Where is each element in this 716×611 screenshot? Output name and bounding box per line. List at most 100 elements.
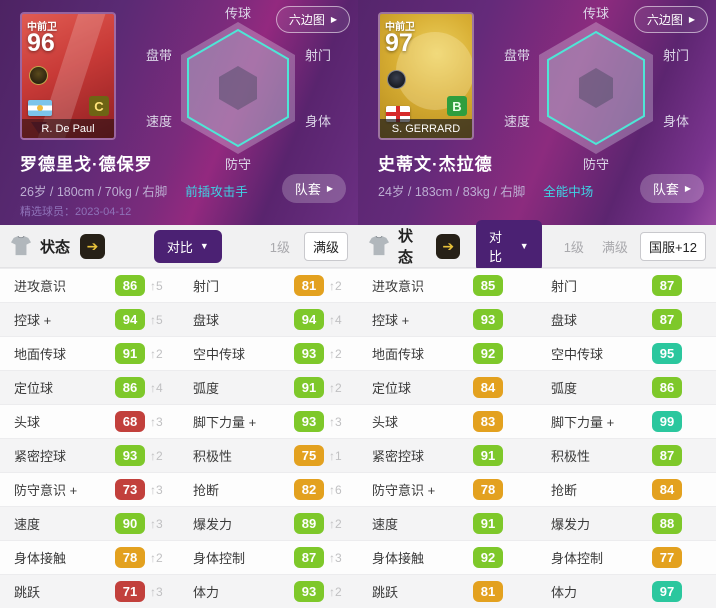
stat-value-badge: 88: [652, 513, 682, 534]
stat-delta: ↑1: [329, 448, 342, 463]
kit-button[interactable]: 队套 ▶: [639, 174, 704, 203]
stat-value-badge: 84: [652, 479, 682, 500]
stat-cell: 抢断 84: [537, 473, 716, 506]
stat-row: 身体接触 78 ↑2 身体控制 87 ↑3 身体接触 92 身体控制 77: [0, 540, 716, 574]
stat-value-badge: 84: [473, 377, 503, 398]
compare-button[interactable]: 对比 ▼: [476, 220, 542, 272]
compare-button[interactable]: 对比 ▼: [153, 229, 222, 263]
stat-cell: 防守意识 + 73 ↑3: [0, 473, 179, 506]
stat-value-badge: 82: [294, 479, 324, 500]
stat-label: 空中传球: [193, 347, 246, 362]
level-option-1级[interactable]: 1级: [269, 239, 290, 255]
stat-value-badge: 86: [652, 377, 682, 398]
stat-delta: ↑2: [150, 448, 163, 463]
hexmap-button-label: 六边图: [646, 13, 683, 27]
stat-cell: 进攻意识 85: [358, 269, 537, 302]
stat-delta: ↑3: [150, 482, 163, 497]
stat-cell: 空中传球 95: [537, 337, 716, 370]
go-arrow-button[interactable]: ➔: [436, 233, 461, 259]
player-card[interactable]: 中前卫 96 C R. De Paul: [20, 12, 116, 140]
stat-delta: ↑2: [329, 278, 342, 293]
stat-cell: 控球 + 94 ↑5: [0, 303, 179, 336]
radar-label: 射门: [663, 48, 689, 63]
stat-value-badge: 93: [294, 343, 324, 364]
stat-cell: 控球 + 93: [358, 303, 537, 336]
kit-button-label: 队套: [652, 182, 679, 197]
player-playstyle: 前插攻击手: [185, 185, 248, 199]
stat-value-badge: 78: [115, 547, 145, 568]
level-option-1级[interactable]: 1级: [563, 239, 584, 255]
stat-cell: 盘球 94 ↑4: [179, 303, 358, 336]
stat-delta: ↑5: [150, 278, 163, 293]
radar-label: 速度: [146, 114, 172, 129]
stat-value-badge: 93: [294, 581, 324, 602]
radar-label: 速度: [504, 114, 530, 129]
player-info-row: 24岁 / 183cm / 83kg / 右脚 全能中场: [378, 181, 593, 200]
kit-button[interactable]: 队套 ▶: [281, 174, 346, 203]
stat-delta: ↑2: [329, 516, 342, 531]
stat-value-badge: 92: [473, 547, 503, 568]
club-badge-icon: [387, 70, 406, 89]
status-bar: 状态 ➔ 对比 ▼ 1级 满级 状态 ➔ 对比 ▼ 1级 满级 国服+12: [0, 220, 716, 272]
stat-delta: ↑3: [329, 550, 342, 565]
stat-cell: 跳跃 81: [358, 575, 537, 608]
stat-label: 弧度: [551, 381, 578, 396]
player-card[interactable]: 中前卫 97 B S. GERRARD: [378, 12, 474, 140]
grade-badge: C: [89, 96, 109, 116]
stat-value-badge: 90: [115, 513, 145, 534]
stat-cell: 脚下力量 + 93 ↑3: [179, 405, 358, 438]
level-toggle-group: 1级 满级: [264, 231, 348, 261]
hexmap-button[interactable]: 六边图 ▶: [275, 6, 350, 33]
stat-cell: 定位球 84: [358, 371, 537, 404]
player-name: 史蒂文·杰拉德: [378, 155, 493, 174]
level-option-满级[interactable]: 满级: [601, 239, 628, 255]
stat-cell: 紧密控球 93 ↑2: [0, 439, 179, 472]
stat-label: 盘球: [551, 313, 578, 328]
stat-label: 速度: [14, 517, 41, 532]
stat-value-badge: 81: [294, 275, 324, 296]
stat-delta: ↑2: [329, 584, 342, 599]
stat-value-badge: 97: [652, 581, 682, 602]
stat-label: 地面传球: [14, 347, 67, 362]
level-option-国服+12[interactable]: 国服+12: [639, 231, 706, 261]
stat-value-badge: 68: [115, 411, 145, 432]
player-bio: 26岁 / 180cm / 70kg / 右脚: [20, 185, 168, 199]
stat-row: 定位球 86 ↑4 弧度 91 ↑2 定位球 84 弧度 86: [0, 370, 716, 404]
stat-value-badge: 94: [294, 309, 324, 330]
stat-cell: 积极性 87: [537, 439, 716, 472]
stat-row: 进攻意识 86 ↑5 射门 81 ↑2 进攻意识 85 射门 87: [0, 268, 716, 302]
stat-cell: 抢断 82 ↑6: [179, 473, 358, 506]
stat-value-badge: 91: [294, 377, 324, 398]
card-player-name: R. De Paul: [22, 119, 114, 138]
stat-label: 射门: [193, 279, 220, 294]
stat-row: 地面传球 91 ↑2 空中传球 93 ↑2 地面传球 92 空中传球 95: [0, 336, 716, 370]
stat-row: 速度 90 ↑3 爆发力 89 ↑2 速度 91 爆发力 88: [0, 506, 716, 540]
hexmap-button[interactable]: 六边图 ▶: [633, 6, 708, 33]
stat-label: 弧度: [193, 381, 220, 396]
stat-value-badge: 83: [473, 411, 503, 432]
stat-delta: ↑6: [329, 482, 342, 497]
stat-value-badge: 81: [473, 581, 503, 602]
player-panel-left: 中前卫 96 C R. De Paul 传球 射门 身体 防守 速度 盘带 六边…: [0, 0, 358, 225]
stat-label: 爆发力: [551, 517, 591, 532]
stat-delta: ↑2: [329, 346, 342, 361]
stat-value-badge: 93: [294, 411, 324, 432]
stat-label: 身体控制: [193, 551, 246, 566]
status-title: 状态: [398, 228, 414, 266]
stat-cell: 身体接触 92: [358, 541, 537, 574]
stat-label: 紧密控球: [14, 449, 67, 464]
caret-down-icon: ▼: [199, 240, 209, 251]
featured-player-date: 精选球员：2023-04-12: [20, 206, 132, 218]
stat-value-badge: 87: [652, 445, 682, 466]
stat-cell: 跳跃 71 ↑3: [0, 575, 179, 608]
go-arrow-button[interactable]: ➔: [80, 233, 106, 259]
level-toggle-group: 1级 满级 国服+12: [558, 231, 706, 261]
stat-cell: 速度 91: [358, 507, 537, 540]
caret-right-icon: ▶: [326, 183, 333, 193]
stat-value-badge: 93: [115, 445, 145, 466]
player-name: 罗德里戈·德保罗: [20, 155, 153, 174]
status-title: 状态: [40, 238, 71, 256]
stat-delta: ↑3: [150, 516, 163, 531]
level-option-满级[interactable]: 满级: [303, 231, 348, 261]
stat-cell: 速度 90 ↑3: [0, 507, 179, 540]
